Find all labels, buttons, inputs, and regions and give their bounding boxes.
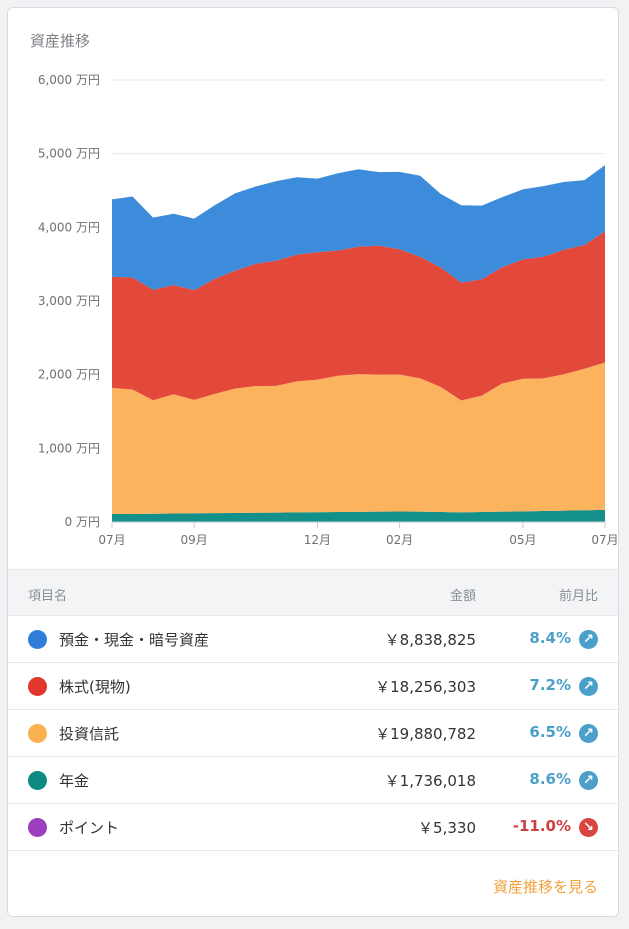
- x-tick-label: 09月: [181, 533, 208, 547]
- view-asset-trend-link[interactable]: 資産推移を見る: [492, 878, 598, 896]
- arrow-up-right-icon: ↗: [579, 630, 598, 649]
- row-label: 預金・現金・暗号資産: [59, 631, 210, 649]
- y-tick-label: 6,000 万円: [38, 73, 100, 87]
- x-tick-label: 07月: [591, 533, 618, 547]
- x-tick-label: 02月: [386, 533, 413, 547]
- legend-dot: [28, 771, 47, 790]
- row-label: 投資信託: [59, 725, 120, 743]
- y-tick-label: 4,000 万円: [38, 220, 100, 234]
- y-tick-label: 1,000 万円: [38, 441, 100, 455]
- series-area: [112, 231, 605, 401]
- row-amount: ￥19,880,782: [375, 725, 476, 743]
- header-change: 前月比: [558, 589, 598, 604]
- row-change: -11.0%: [512, 817, 571, 835]
- legend-dot: [28, 677, 47, 696]
- x-tick-label: 12月: [304, 533, 331, 547]
- legend-dot: [28, 630, 47, 649]
- row-change: 7.2%: [529, 676, 571, 694]
- legend-dot: [28, 818, 47, 837]
- row-amount: ￥18,256,303: [375, 678, 476, 696]
- row-label: 年金: [59, 772, 90, 790]
- y-tick-label: 0 万円: [65, 515, 100, 529]
- series-area: [112, 509, 605, 522]
- asset-area-chart: 6,000 万円 5,000 万円 4,000 万円 3,000 万円 2,000 万円…: [38, 73, 618, 547]
- x-tick-label: 05月: [509, 533, 536, 547]
- x-tick-label: 07月: [98, 533, 125, 547]
- row-label: 株式(現物): [59, 678, 131, 696]
- table-row: 投資信託 ￥19,880,782 6.5% ↗: [8, 710, 618, 757]
- row-amount: ￥5,330: [418, 819, 476, 837]
- table-header: 項目名 金額 前月比: [8, 569, 618, 616]
- row-change: 8.6%: [529, 770, 571, 788]
- series-area: [112, 362, 605, 515]
- y-tick-label: 5,000 万円: [38, 147, 100, 161]
- row-amount: ￥1,736,018: [384, 772, 476, 790]
- row-change: 8.4%: [529, 629, 571, 647]
- series-area: [112, 165, 605, 291]
- card-title: 資産推移: [30, 32, 91, 50]
- table-row: 株式(現物) ￥18,256,303 7.2% ↗: [8, 663, 618, 710]
- header-amount: 金額: [449, 589, 476, 604]
- y-tick-label: 3,000 万円: [38, 294, 100, 308]
- arrow-up-right-icon: ↗: [579, 724, 598, 743]
- row-change: 6.5%: [529, 723, 571, 741]
- arrow-down-right-icon: ↘: [579, 818, 598, 837]
- y-tick-label: 2,000 万円: [38, 368, 100, 382]
- arrow-up-right-icon: ↗: [579, 677, 598, 696]
- row-amount: ￥8,838,825: [384, 631, 476, 649]
- legend-dot: [28, 724, 47, 743]
- arrow-up-right-icon: ↗: [579, 771, 598, 790]
- table-row: 預金・現金・暗号資産 ￥8,838,825 8.4% ↗: [8, 616, 618, 663]
- row-label: ポイント: [59, 819, 120, 837]
- header-name: 項目名: [28, 589, 68, 604]
- table-row: 年金 ￥1,736,018 8.6% ↗: [8, 757, 618, 804]
- table-row: ポイント ￥5,330 -11.0% ↘: [8, 804, 618, 851]
- asset-trend-card: 資産推移 6,000 万円 5,000 万円 4,000 万円 3,000 万円 2,0…: [7, 7, 619, 917]
